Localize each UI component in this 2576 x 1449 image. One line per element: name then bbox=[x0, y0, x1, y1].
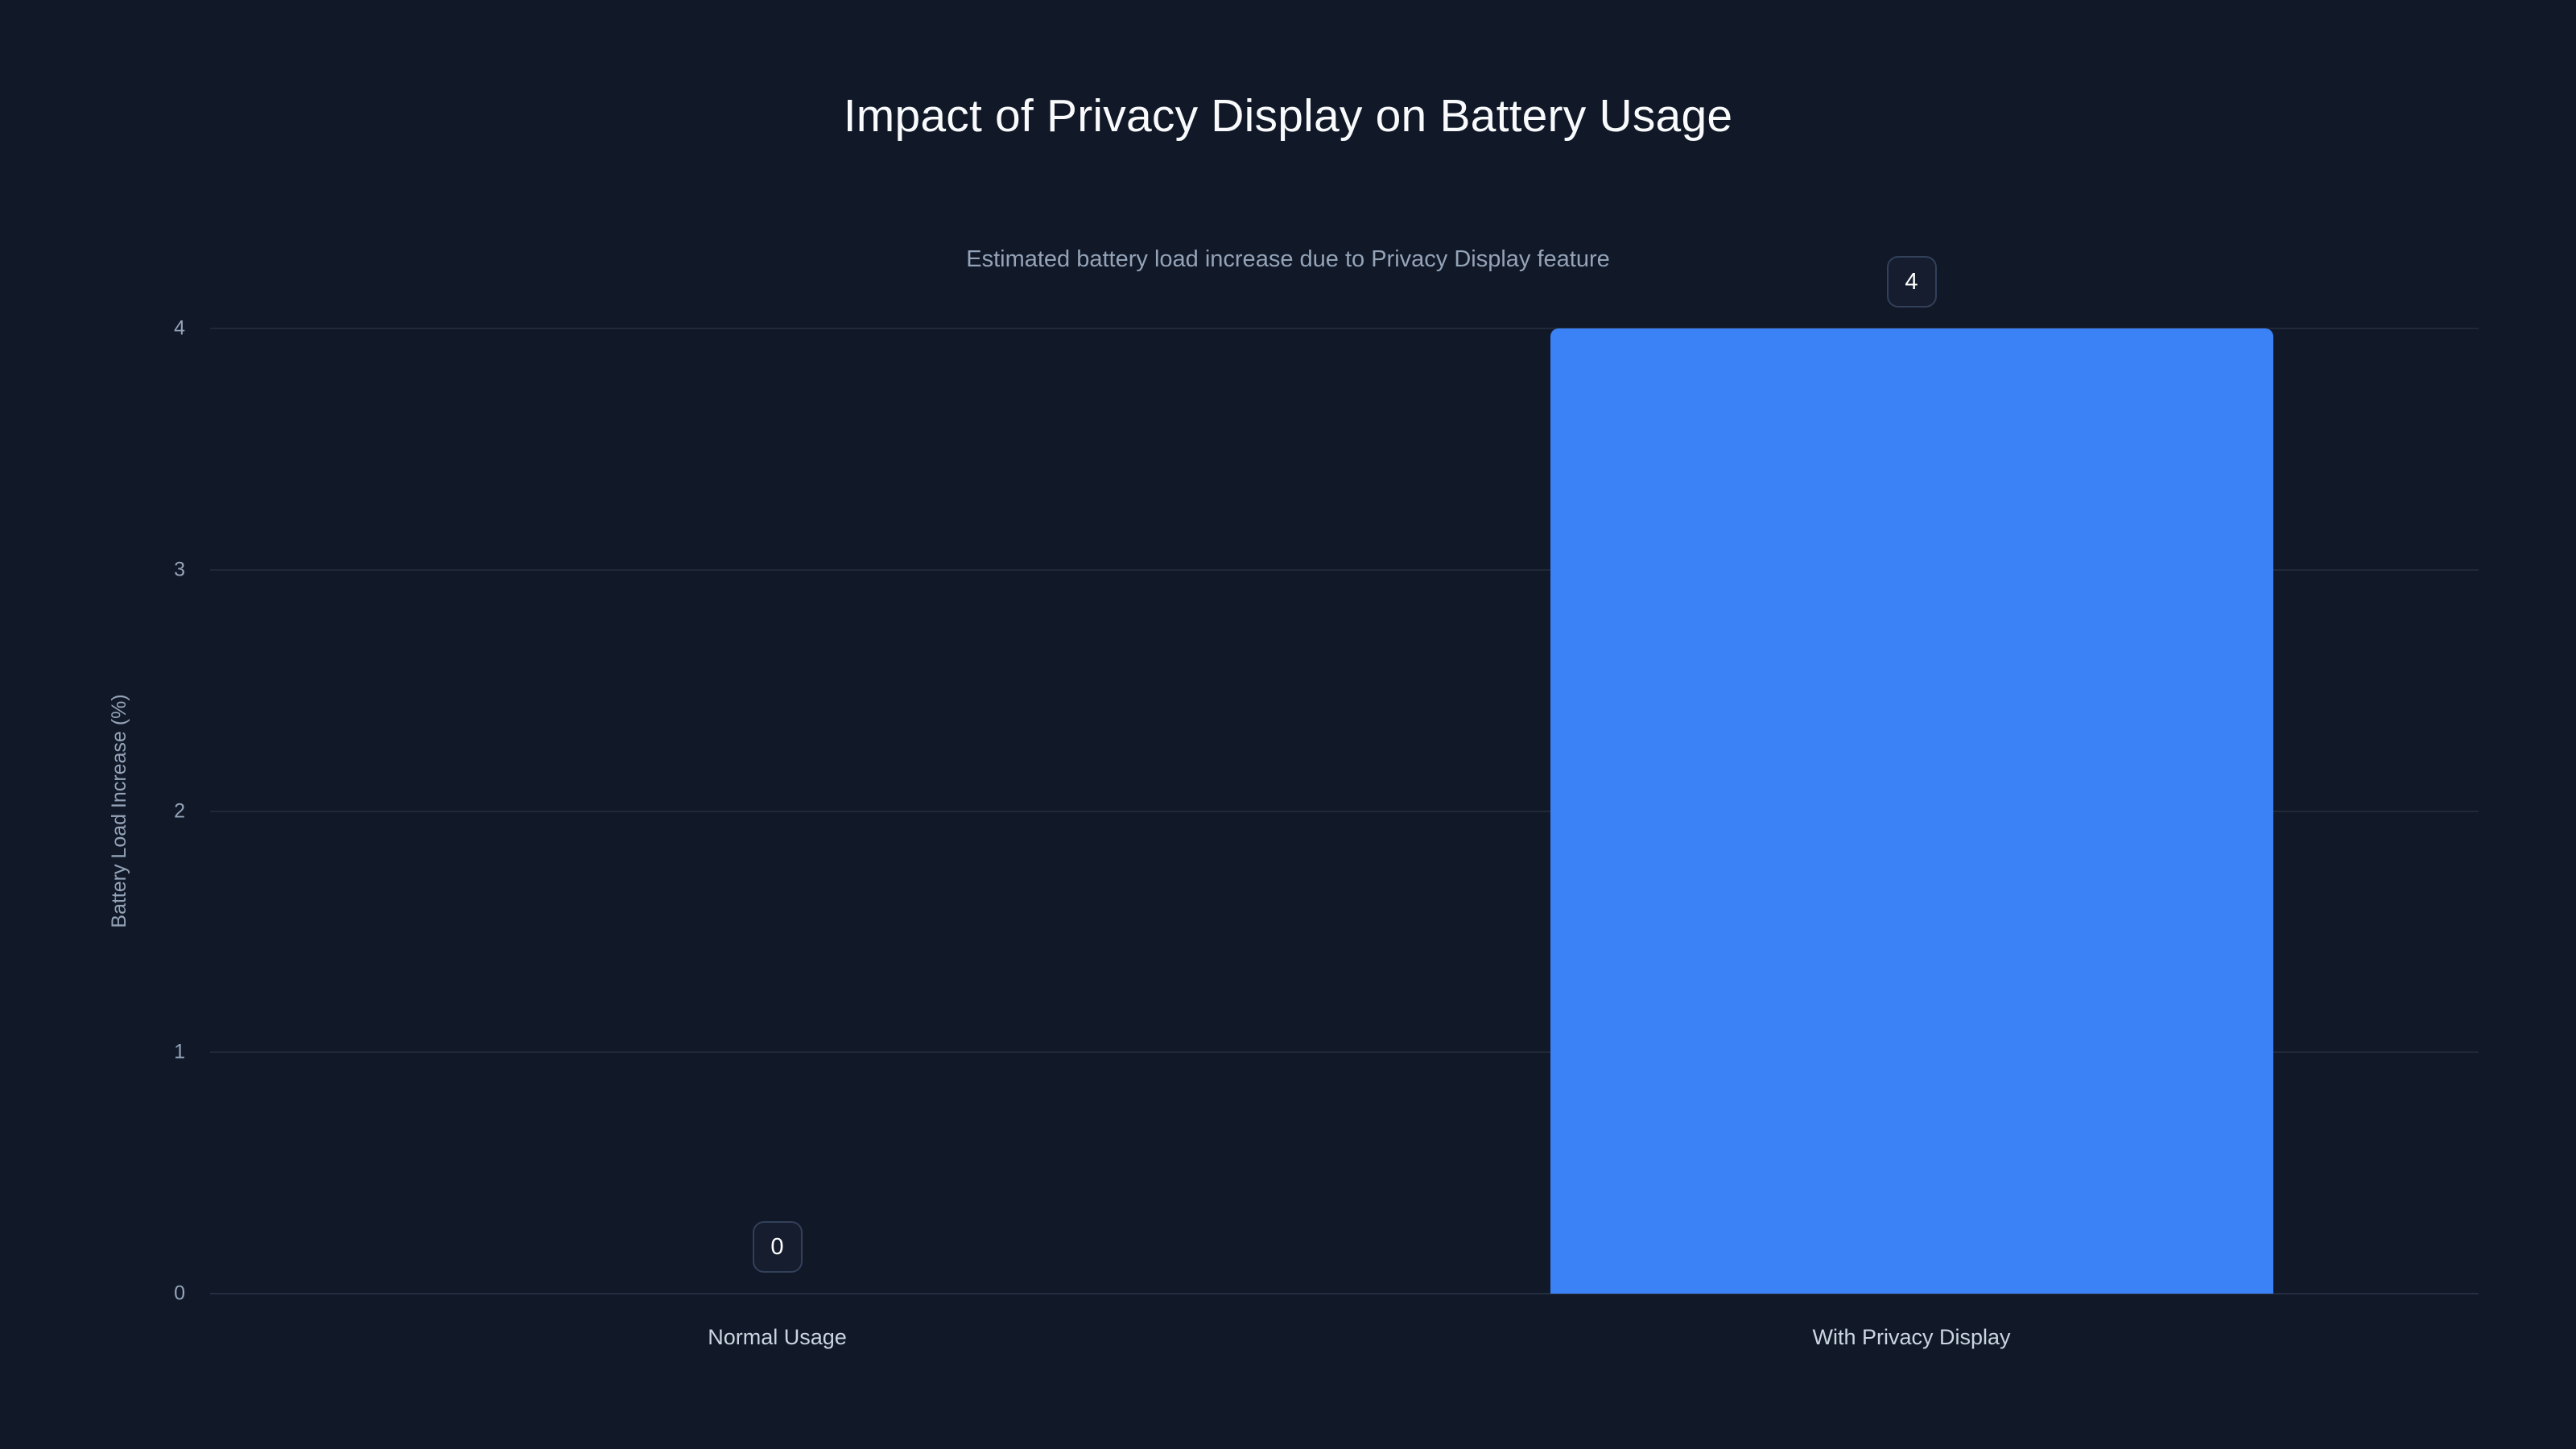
y-axis-title-wrapper: Battery Load Increase (%) bbox=[103, 328, 135, 1294]
x-axis-tick-label: Normal Usage bbox=[708, 1325, 847, 1349]
y-axis-tick-label: 3 bbox=[174, 558, 185, 581]
gridline bbox=[210, 1293, 2479, 1294]
y-axis-tick-label: 0 bbox=[174, 1282, 185, 1305]
chart-title: Impact of Privacy Display on Battery Usa… bbox=[843, 90, 1733, 142]
y-axis-tick-label: 2 bbox=[174, 799, 185, 822]
gridline bbox=[210, 1051, 2479, 1054]
chart-subtitle: Estimated battery load increase due to P… bbox=[966, 246, 1610, 272]
y-axis-title: Battery Load Increase (%) bbox=[108, 694, 130, 928]
bar[interactable] bbox=[1550, 328, 2273, 1294]
plot-gridlines bbox=[210, 328, 2479, 1294]
x-axis-tick-label: With Privacy Display bbox=[1812, 1325, 2011, 1349]
y-axis-tick-label: 1 bbox=[174, 1040, 185, 1063]
gridline bbox=[210, 810, 2479, 812]
bar-value-badge: 0 bbox=[752, 1221, 803, 1273]
bar-series bbox=[210, 328, 2479, 1294]
y-axis-tick-labels: 0 1 2 3 4 bbox=[89, 318, 185, 1303]
y-axis-tick-label: 4 bbox=[174, 316, 185, 340]
bar-value-badge: 4 bbox=[1886, 256, 1937, 308]
gridline bbox=[210, 568, 2479, 571]
gridline bbox=[210, 328, 2479, 329]
